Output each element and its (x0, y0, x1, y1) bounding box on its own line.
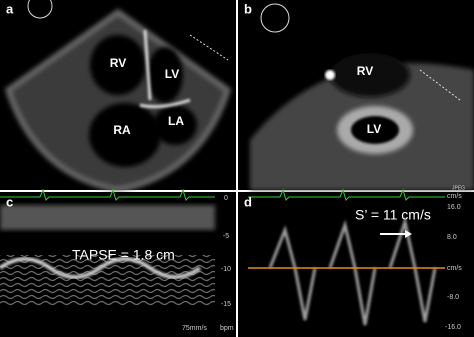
structure-label: LA (168, 114, 184, 128)
panel-d: d S’ = 11 cm/s cm/s 16.0 8.0 cm/s -8.0 -… (238, 185, 474, 337)
scale-label: -8.0 (447, 294, 459, 301)
scale-label: -15 (221, 301, 231, 308)
scale-label: 8.0 (447, 234, 457, 241)
tag-label: JPEG (452, 185, 465, 191)
panel-label: a (6, 1, 14, 16)
scale-label: 0 (224, 195, 228, 202)
speed-label: 75mm/s (182, 325, 207, 332)
annotation: TAPSE = 1.8 cm (72, 247, 175, 263)
structure-label: LV (165, 67, 179, 81)
scale-label: cm/s (447, 193, 462, 200)
panel-label: d (244, 194, 252, 209)
annotation: S’ = 11 cm/s (355, 207, 431, 223)
rate-label: bpm (220, 325, 234, 332)
scale-label: cm/s (447, 265, 462, 272)
scale-label: -5 (223, 233, 229, 240)
structure-label: RV (357, 64, 373, 78)
structure-label: RV (110, 56, 126, 70)
structure-label: RA (113, 123, 131, 137)
panel-c: c TAPSE = 1.8 cm 0 -5 -10 -15 75mm/s bpm (0, 188, 236, 337)
scale-label: -16.0 (445, 324, 461, 331)
scale-label: 16.0 (447, 204, 461, 211)
panel-b: b RV LV (238, 0, 474, 190)
panel-label: c (6, 194, 13, 209)
scale-label: -10 (221, 266, 231, 273)
structure-label: LV (367, 122, 381, 136)
panel-label: b (244, 1, 252, 16)
panel-a: a RV LV RA LA (0, 0, 236, 194)
